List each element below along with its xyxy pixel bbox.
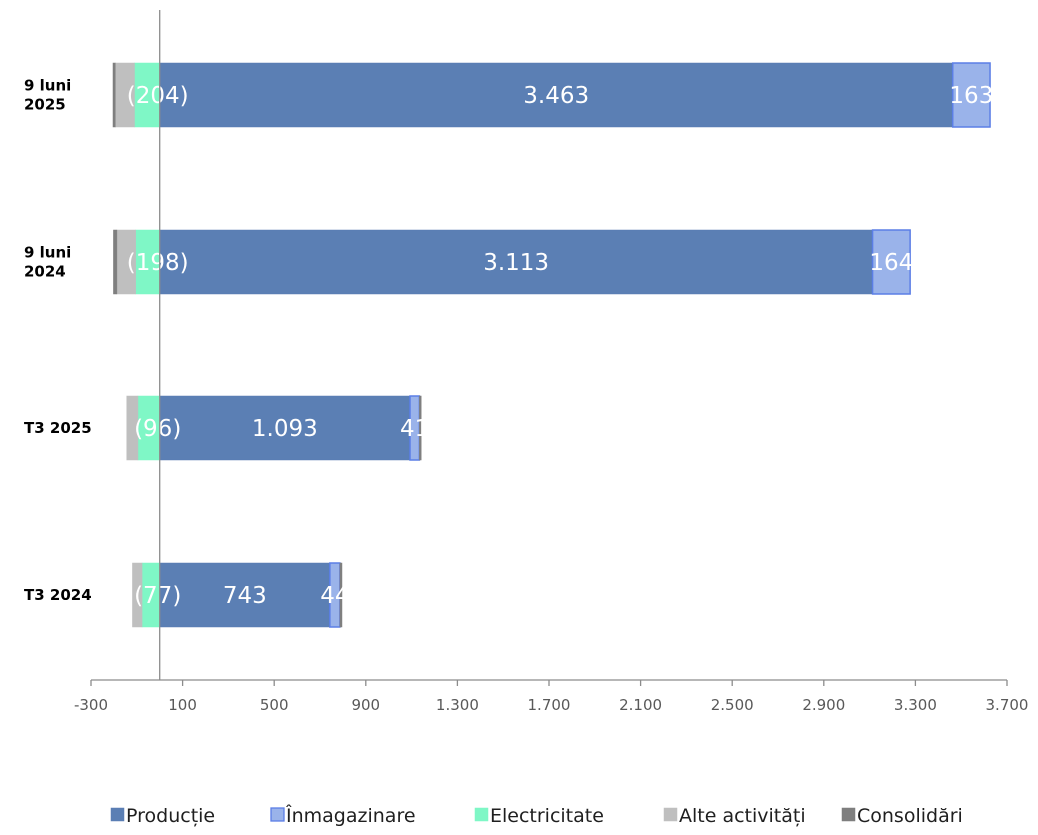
data-label: (204) <box>127 83 189 109</box>
legend-swatch <box>663 807 678 822</box>
category-label: T3 2025 <box>24 419 92 437</box>
bar-consolid-ri-3 <box>339 562 343 628</box>
bar-consolid-ri-0 <box>112 62 116 128</box>
x-tick-label: 2.100 <box>619 696 662 714</box>
bar--nmagazinare-0 <box>951 62 991 128</box>
bar-consolid-ri-1 <box>113 229 118 295</box>
data-label: 163 <box>949 83 993 109</box>
x-tick-label: 2.900 <box>802 696 845 714</box>
legend-label: Alte activități <box>679 805 806 827</box>
bar-produc-ie-2 <box>159 395 411 461</box>
legend-label: Consolidări <box>857 805 963 827</box>
x-tick-label: 1.700 <box>528 696 571 714</box>
legend-swatch <box>110 807 125 822</box>
bar-consolid-ri-2 <box>419 395 422 461</box>
data-label: (77) <box>134 583 181 609</box>
x-tick-label: 3.300 <box>894 696 937 714</box>
data-label: (198) <box>127 250 189 276</box>
category-label: 9 luni <box>24 77 71 95</box>
data-label: 44 <box>320 583 349 609</box>
x-tick-label: 3.700 <box>986 696 1029 714</box>
data-label: (96) <box>134 416 181 442</box>
bar-produc-ie-0 <box>159 62 953 128</box>
category-label: 9 luni <box>24 244 71 262</box>
legend-swatch <box>841 807 856 822</box>
category-label: T3 2024 <box>24 586 92 604</box>
data-label: 164 <box>869 250 913 276</box>
x-tick-label: 1.300 <box>436 696 479 714</box>
legend: Producție Înmagazinare Electricitate Alte a… <box>110 804 963 827</box>
x-tick-label: 2.500 <box>711 696 754 714</box>
bar--nmagazinare-1 <box>871 229 911 295</box>
legend-label: Înmagazinare <box>285 804 416 827</box>
x-tick-label: 100 <box>168 696 197 714</box>
category-label: 2025 <box>24 96 66 114</box>
legend-label: Producție <box>126 805 215 827</box>
x-tick-label: 500 <box>260 696 289 714</box>
x-axis: -300 100 500 900 1.300 1.700 2.100 2.500 2.900 3.… <box>74 10 1029 714</box>
x-tick-label: -300 <box>74 696 108 714</box>
bar-electricitate-1 <box>135 229 160 295</box>
data-label: 3.463 <box>523 83 589 109</box>
x-tick-label: 900 <box>351 696 380 714</box>
bar-produc-ie-3 <box>159 562 331 628</box>
legend-label: Electricitate <box>490 805 604 827</box>
bar-alte-activit-i-2 <box>126 395 139 461</box>
data-label: 3.113 <box>483 250 549 276</box>
data-label: 41 <box>400 416 429 442</box>
bar-electricitate-0 <box>134 62 160 128</box>
legend-swatch <box>270 807 285 822</box>
category-label: 2024 <box>24 263 66 281</box>
bars-layer <box>112 62 991 628</box>
bar-alte-activit-i-3 <box>132 562 143 628</box>
legend-swatch <box>474 807 489 822</box>
data-label: 743 <box>223 583 267 609</box>
data-labels-layer: 3.463 163 (204) 3.113 164 (198) 1.093 41 (96) 743… <box>127 83 994 609</box>
bar-produc-ie-1 <box>159 229 873 295</box>
data-label: 1.093 <box>252 416 318 442</box>
